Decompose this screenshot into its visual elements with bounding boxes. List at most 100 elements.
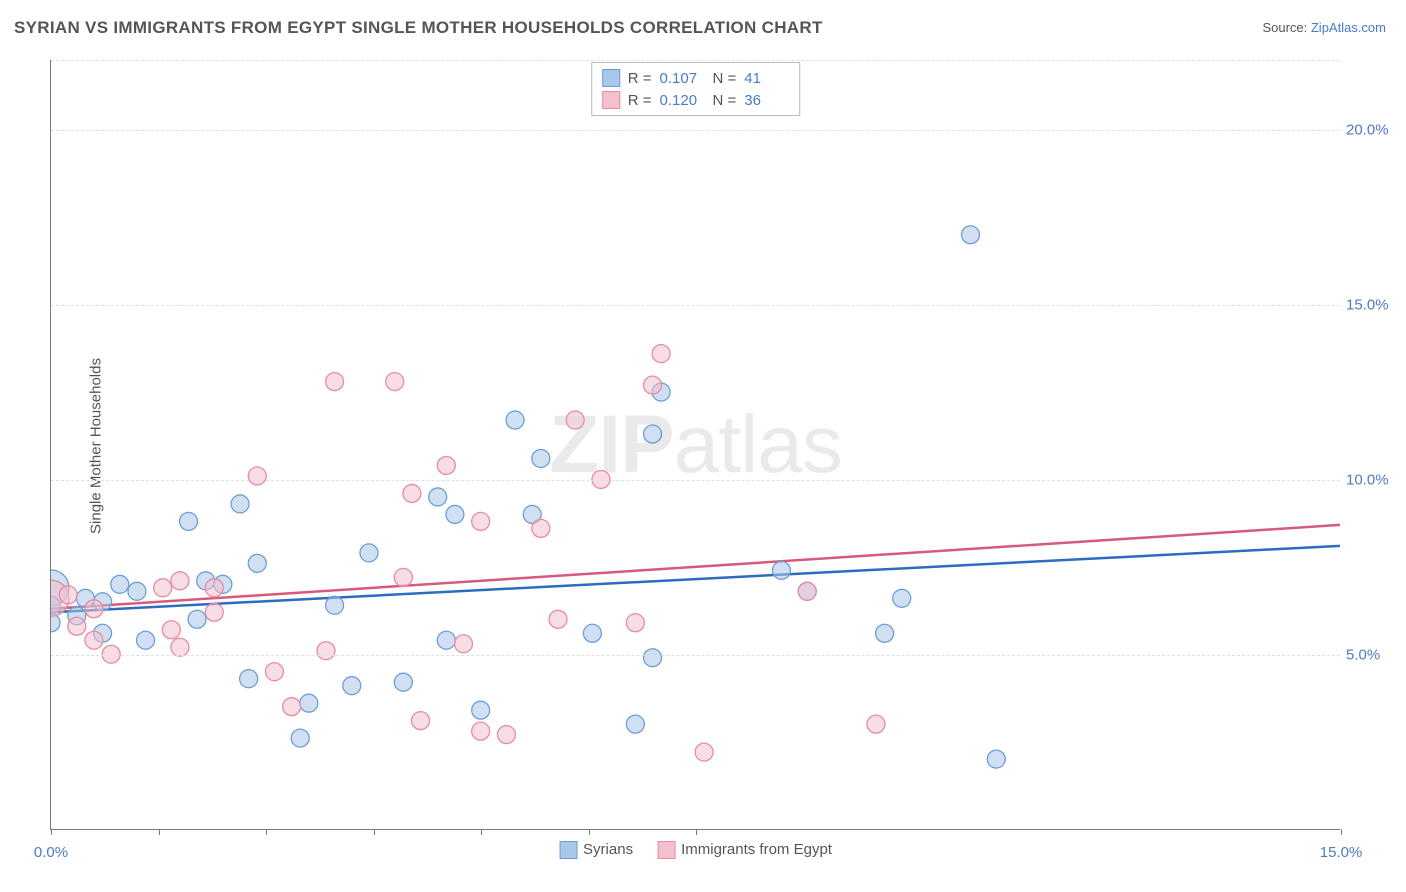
n-value: 41 <box>744 70 789 87</box>
data-point <box>326 596 344 614</box>
data-point <box>523 505 541 523</box>
gridline-h <box>51 130 1340 131</box>
data-point <box>454 635 472 653</box>
data-point <box>583 624 601 642</box>
data-point <box>798 582 816 600</box>
data-point <box>85 600 103 618</box>
data-point <box>394 568 412 586</box>
data-point <box>652 383 670 401</box>
data-point <box>437 456 455 474</box>
data-point <box>300 694 318 712</box>
data-point <box>248 554 266 572</box>
data-point <box>386 373 404 391</box>
data-point <box>626 715 644 733</box>
data-point <box>283 698 301 716</box>
legend-swatch <box>657 841 675 859</box>
data-point <box>360 544 378 562</box>
n-label: N = <box>713 70 737 87</box>
data-point <box>326 373 344 391</box>
trend-line <box>51 525 1340 609</box>
data-point <box>343 677 361 695</box>
data-point <box>68 607 86 625</box>
y-tick-label: 15.0% <box>1346 297 1398 314</box>
data-point <box>798 582 816 600</box>
legend-swatch <box>602 91 620 109</box>
data-point <box>59 586 77 604</box>
data-point <box>240 670 258 688</box>
r-value: 0.107 <box>660 70 705 87</box>
x-tick-mark <box>481 829 482 835</box>
watermark: ZIPatlas <box>549 398 842 492</box>
x-tick-mark <box>266 829 267 835</box>
data-point <box>76 589 94 607</box>
data-point <box>291 729 309 747</box>
data-point <box>644 376 662 394</box>
data-point <box>265 663 283 681</box>
legend-swatch <box>559 841 577 859</box>
y-tick-label: 20.0% <box>1346 122 1398 139</box>
data-point <box>188 610 206 628</box>
data-point <box>197 572 215 590</box>
data-point <box>317 642 335 660</box>
data-point <box>532 519 550 537</box>
legend-series: SyriansImmigrants from Egypt <box>559 841 832 859</box>
r-value: 0.120 <box>660 92 705 109</box>
data-point <box>626 614 644 632</box>
watermark-rest: atlas <box>674 399 842 490</box>
source-link[interactable]: ZipAtlas.com <box>1311 20 1386 35</box>
legend-swatch <box>602 69 620 87</box>
data-point <box>506 411 524 429</box>
data-point <box>961 226 979 244</box>
data-point <box>867 715 885 733</box>
data-point <box>695 743 713 761</box>
data-point <box>644 649 662 667</box>
data-point <box>205 603 223 621</box>
data-point <box>180 512 198 530</box>
data-point <box>154 579 172 597</box>
data-point <box>51 614 60 632</box>
data-point <box>171 638 189 656</box>
y-tick-label: 10.0% <box>1346 472 1398 489</box>
data-point <box>549 610 567 628</box>
data-point <box>772 561 790 579</box>
data-point <box>893 589 911 607</box>
gridline-h <box>51 60 1340 61</box>
gridline-h <box>51 655 1340 656</box>
data-point <box>51 596 60 614</box>
data-point <box>497 726 515 744</box>
x-tick-label: 0.0% <box>34 844 68 861</box>
data-point <box>652 345 670 363</box>
legend-stat-row: R =0.120N =36 <box>602 89 790 111</box>
data-point <box>171 572 189 590</box>
data-point <box>472 722 490 740</box>
data-point <box>532 449 550 467</box>
y-tick-label: 5.0% <box>1346 647 1398 664</box>
data-point <box>437 631 455 649</box>
n-value: 36 <box>744 92 789 109</box>
legend-series-label: Immigrants from Egypt <box>681 841 832 858</box>
legend-series-item: Immigrants from Egypt <box>657 841 832 859</box>
data-point <box>51 570 69 606</box>
x-tick-mark <box>589 829 590 835</box>
data-point <box>85 631 103 649</box>
legend-stats: R =0.107N =41R =0.120N =36 <box>591 62 801 116</box>
r-label: R = <box>628 92 652 109</box>
x-tick-mark <box>51 829 52 835</box>
watermark-bold: ZIP <box>549 399 674 490</box>
data-point <box>394 673 412 691</box>
data-point <box>137 631 155 649</box>
data-point <box>128 582 146 600</box>
data-point <box>446 505 464 523</box>
data-point <box>248 467 266 485</box>
x-tick-mark <box>159 829 160 835</box>
data-point <box>412 712 430 730</box>
r-label: R = <box>628 70 652 87</box>
gridline-h <box>51 480 1340 481</box>
data-point <box>94 593 112 611</box>
data-point <box>403 484 421 502</box>
data-point <box>205 579 223 597</box>
trend-line <box>51 546 1340 612</box>
data-point <box>472 701 490 719</box>
data-point <box>644 425 662 443</box>
x-tick-mark <box>1341 829 1342 835</box>
